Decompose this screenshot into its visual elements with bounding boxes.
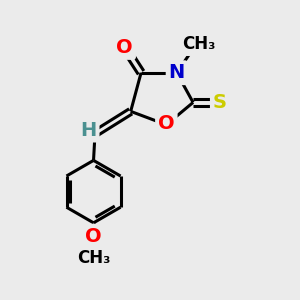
Text: O: O bbox=[85, 227, 102, 246]
Text: CH₃: CH₃ bbox=[77, 250, 110, 268]
Text: H: H bbox=[80, 121, 97, 140]
Text: CH₃: CH₃ bbox=[182, 35, 216, 53]
Text: O: O bbox=[158, 114, 175, 133]
Text: O: O bbox=[116, 38, 133, 57]
Text: N: N bbox=[169, 63, 185, 82]
Text: S: S bbox=[213, 93, 227, 112]
